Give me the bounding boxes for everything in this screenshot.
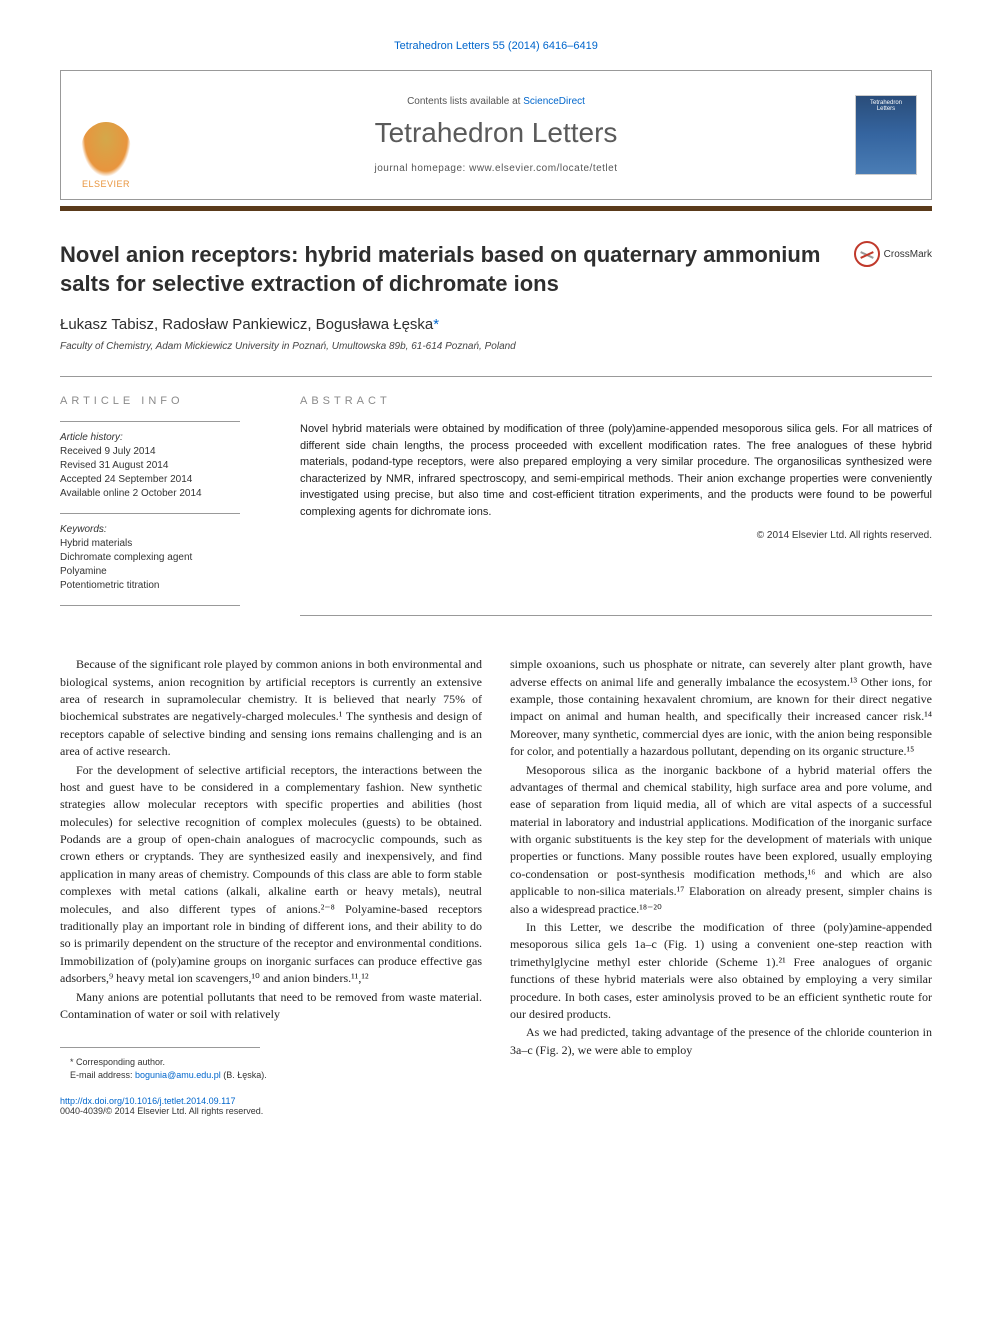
- crossmark-badge[interactable]: CrossMark: [842, 241, 932, 267]
- history-label: Article history:: [60, 432, 270, 443]
- accepted-date: Accepted 24 September 2014: [60, 473, 270, 487]
- info-divider-3: [60, 605, 240, 606]
- body-para-l3: Many anions are potential pollutants tha…: [60, 989, 482, 1024]
- received-date: Received 9 July 2014: [60, 445, 270, 459]
- body-para-r4: As we had predicted, taking advantage of…: [510, 1024, 932, 1059]
- body-column-left: Because of the significant role played b…: [60, 656, 482, 1115]
- email-label: E-mail address:: [70, 1070, 135, 1080]
- article-info-column: ARTICLE INFO Article history: Received 9…: [60, 395, 270, 616]
- keywords-label: Keywords:: [60, 524, 270, 535]
- citation-line: Tetrahedron Letters 55 (2014) 6416–6419: [60, 40, 932, 52]
- crossmark-icon: [854, 241, 880, 267]
- keyword-1: Hybrid materials: [60, 537, 270, 551]
- authors-line: Łukasz Tabisz, Radosław Pankiewicz, Bogu…: [60, 316, 932, 333]
- abstract-text: Novel hybrid materials were obtained by …: [300, 421, 932, 520]
- abstract-copyright: © 2014 Elsevier Ltd. All rights reserved…: [300, 530, 932, 541]
- journal-cover-area: Tetrahedron Letters: [841, 71, 931, 199]
- journal-header-box: ELSEVIER Contents lists available at Sci…: [60, 70, 932, 200]
- body-para-l1: Because of the significant role played b…: [60, 656, 482, 760]
- article-body: Because of the significant role played b…: [60, 656, 932, 1115]
- email-link[interactable]: bogunia@amu.edu.pl: [135, 1070, 221, 1080]
- journal-header-center: Contents lists available at ScienceDirec…: [151, 71, 841, 199]
- online-date: Available online 2 October 2014: [60, 487, 270, 501]
- divider-bar: [60, 206, 932, 211]
- revised-date: Revised 31 August 2014: [60, 459, 270, 473]
- issn-copyright: 0040-4039/© 2014 Elsevier Ltd. All right…: [60, 1106, 263, 1116]
- keyword-2: Dichromate complexing agent: [60, 551, 270, 565]
- journal-cover-thumbnail[interactable]: Tetrahedron Letters: [855, 95, 917, 175]
- contents-prefix: Contents lists available at: [407, 96, 523, 107]
- author-names: Łukasz Tabisz, Radosław Pankiewicz, Bogu…: [60, 316, 433, 333]
- journal-homepage-line: journal homepage: www.elsevier.com/locat…: [374, 163, 617, 174]
- body-para-l2: For the development of selective artific…: [60, 762, 482, 988]
- homepage-prefix: journal homepage:: [374, 163, 469, 174]
- abstract-column: ABSTRACT Novel hybrid materials were obt…: [300, 395, 932, 616]
- info-divider-2: [60, 513, 240, 514]
- article-info-heading: ARTICLE INFO: [60, 395, 270, 407]
- affiliation: Faculty of Chemistry, Adam Mickiewicz Un…: [60, 341, 932, 352]
- corresponding-marker: *: [433, 316, 439, 333]
- body-column-right: simple oxoanions, such us phosphate or n…: [510, 656, 932, 1115]
- homepage-url[interactable]: www.elsevier.com/locate/tetlet: [469, 163, 617, 174]
- article-title: Novel anion receptors: hybrid materials …: [60, 241, 842, 298]
- corresponding-author-note: * Corresponding author.: [60, 1056, 482, 1069]
- cover-title-2: Letters: [877, 106, 895, 112]
- body-para-r3: In this Letter, we describe the modifica…: [510, 919, 932, 1023]
- crossmark-label: CrossMark: [884, 249, 932, 260]
- email-name: (B. Łęska).: [221, 1070, 267, 1080]
- publisher-logo-area: ELSEVIER: [61, 71, 151, 199]
- body-para-r1: simple oxoanions, such us phosphate or n…: [510, 656, 932, 760]
- abstract-heading: ABSTRACT: [300, 395, 932, 407]
- keyword-4: Potentiometric titration: [60, 579, 270, 593]
- body-para-r2: Mesoporous silica as the inorganic backb…: [510, 762, 932, 919]
- doi-block: http://dx.doi.org/10.1016/j.tetlet.2014.…: [60, 1096, 482, 1116]
- journal-name: Tetrahedron Letters: [375, 117, 618, 149]
- publisher-name: ELSEVIER: [82, 179, 130, 189]
- keyword-3: Polyamine: [60, 565, 270, 579]
- email-footnote: E-mail address: bogunia@amu.edu.pl (B. Ł…: [60, 1069, 482, 1082]
- contents-available-line: Contents lists available at ScienceDirec…: [407, 96, 585, 107]
- info-divider-1: [60, 421, 240, 422]
- sciencedirect-link[interactable]: ScienceDirect: [523, 96, 585, 107]
- elsevier-logo[interactable]: ELSEVIER: [71, 109, 141, 189]
- doi-link[interactable]: http://dx.doi.org/10.1016/j.tetlet.2014.…: [60, 1096, 235, 1106]
- footer-rule: [60, 1047, 260, 1056]
- elsevier-tree-icon: [81, 122, 131, 177]
